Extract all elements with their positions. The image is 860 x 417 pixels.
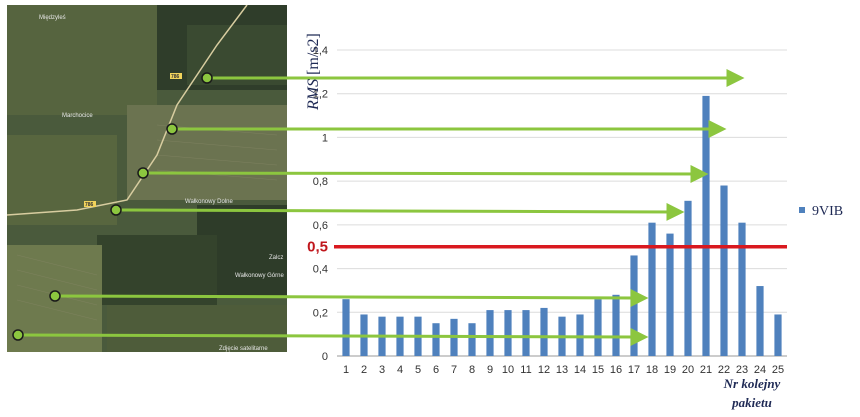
y-axis-label: RMS [m/s2] xyxy=(305,33,322,111)
chart-grid xyxy=(337,49,787,357)
x-axis-ticks: 1 2 3 4 5 6 7 8 9 10 11 12 13 14 15 16 17 18 19 20 21 22 23 24 2… xyxy=(343,364,784,376)
bar xyxy=(720,185,728,356)
map-label: Zalcz xyxy=(269,255,283,261)
x-tick-label: 16 xyxy=(610,364,622,376)
x-tick-label: 13 xyxy=(556,364,568,376)
y-axis-ticks: 0 0,2 0,4 0,6 0,8 1 1,2 1,4 xyxy=(313,45,328,363)
x-tick-label: 20 xyxy=(682,364,694,376)
map-label: Międzyleś xyxy=(39,15,66,21)
y-tick-label: 1,4 xyxy=(313,45,328,57)
bar xyxy=(486,310,494,356)
bar xyxy=(342,299,350,356)
x-tick-label: 9 xyxy=(487,364,493,376)
x-tick-label: 25 xyxy=(772,364,784,376)
x-tick-label: 14 xyxy=(574,364,586,376)
threshold-line-group: 0,5 xyxy=(307,239,787,256)
bar xyxy=(468,323,476,356)
x-tick-label: 3 xyxy=(379,364,385,376)
map-marker-icon xyxy=(110,204,122,216)
map-label: Wałkonowy Górne xyxy=(235,273,284,279)
map-label: Wałkonowy Dolne xyxy=(185,199,233,205)
y-tick-label: 0,6 xyxy=(313,220,328,232)
x-tick-label: 15 xyxy=(592,364,604,376)
road-sign-icon xyxy=(170,73,182,79)
y-tick-label: 0,8 xyxy=(313,176,328,188)
legend-swatch xyxy=(799,207,805,213)
x-tick-label: 11 xyxy=(520,364,531,376)
x-tick-label: 17 xyxy=(628,364,640,376)
bar xyxy=(702,95,710,357)
x-tick-label: 24 xyxy=(754,364,766,376)
bar xyxy=(504,310,512,356)
bar xyxy=(666,233,674,356)
y-tick-label: 1,2 xyxy=(313,89,328,101)
road-number-label: 786 xyxy=(85,202,94,208)
x-tick-label: 4 xyxy=(397,364,403,376)
x-tick-label: 1 xyxy=(343,364,349,376)
map-marker-icon xyxy=(12,329,24,341)
legend-label: 9VIB xyxy=(812,204,843,219)
x-axis-label-line1: Nr kolejny xyxy=(723,376,781,391)
y-tick-label: 1 xyxy=(322,132,328,144)
bar xyxy=(774,314,782,356)
bar xyxy=(630,255,638,356)
map-marker-icon xyxy=(201,72,213,84)
x-tick-label: 8 xyxy=(469,364,475,376)
y-tick-label: 0 xyxy=(322,351,328,363)
bar xyxy=(738,222,746,356)
bar xyxy=(576,314,584,356)
x-tick-label: 19 xyxy=(664,364,676,376)
x-tick-label: 22 xyxy=(718,364,730,376)
map-arrow xyxy=(54,288,649,307)
map-marker-icon xyxy=(49,290,61,302)
map-marker-icon xyxy=(137,167,149,179)
x-tick-label: 18 xyxy=(646,364,658,376)
x-tick-label: 5 xyxy=(415,364,421,376)
bar xyxy=(432,323,440,356)
map-arrow xyxy=(115,202,685,221)
bar xyxy=(540,307,548,356)
x-tick-label: 21 xyxy=(700,364,712,376)
map-label: Marchocice xyxy=(62,113,93,119)
satellite-map-image: 786 786 Międzyleś Marchocice Wałkonowy D… xyxy=(7,5,287,352)
x-tick-label: 23 xyxy=(736,364,748,376)
bar xyxy=(684,200,692,356)
bar xyxy=(594,299,602,356)
map-to-bar-arrows xyxy=(12,69,745,346)
x-axis-label-line2: pakietu xyxy=(731,395,772,410)
map-marker-icon xyxy=(166,123,178,135)
x-tick-label: 10 xyxy=(502,364,514,376)
x-tick-label: 6 xyxy=(433,364,439,376)
x-tick-label: 12 xyxy=(538,364,550,376)
map-arrow xyxy=(142,164,709,183)
bar xyxy=(756,286,764,356)
threshold-label: 0,5 xyxy=(307,239,328,256)
bar xyxy=(612,294,620,356)
bar xyxy=(648,222,656,356)
bar-series xyxy=(342,95,782,357)
map-label: Zdjęcie satelitarne xyxy=(219,346,268,352)
y-tick-label: 0,2 xyxy=(313,307,328,319)
x-tick-label: 2 xyxy=(361,364,367,376)
road-number-label: 786 xyxy=(171,74,180,80)
bar xyxy=(522,310,530,356)
map-arrow xyxy=(17,327,649,346)
x-tick-label: 7 xyxy=(451,364,457,376)
y-tick-label: 0,4 xyxy=(313,264,328,276)
